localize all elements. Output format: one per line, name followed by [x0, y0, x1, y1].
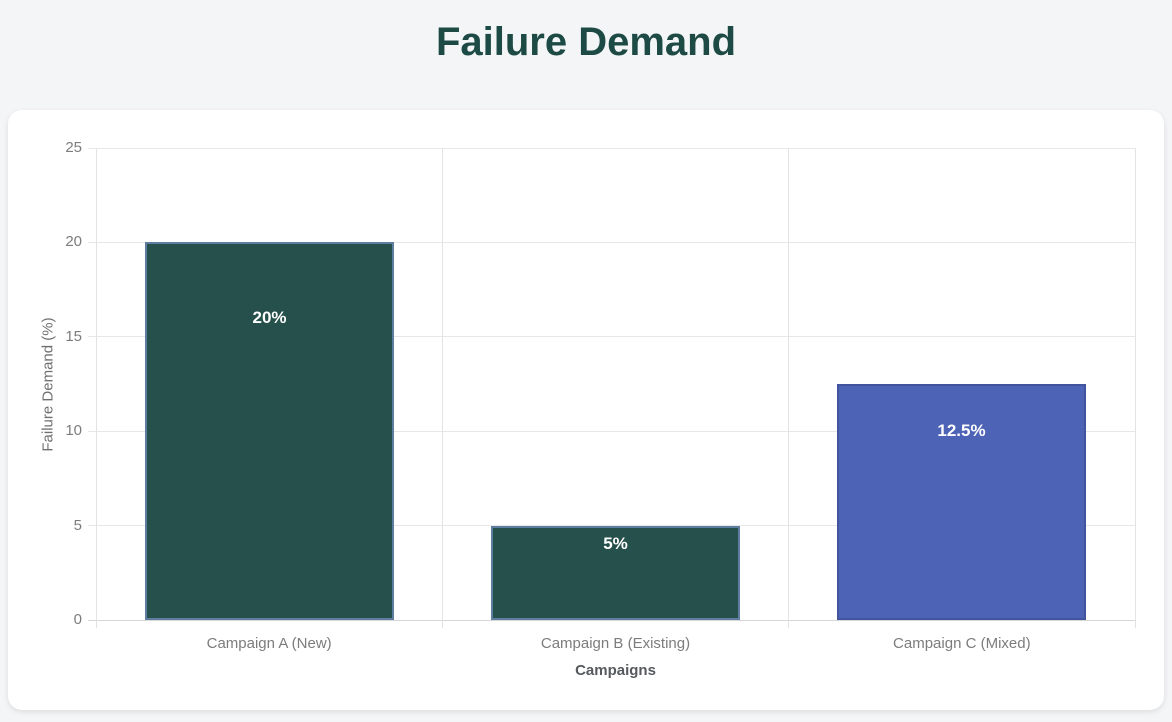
- bar-value-label: 5%: [603, 534, 628, 554]
- x-tick-label-3: Campaign C (Mixed): [893, 635, 1031, 652]
- x-axis-title: Campaigns: [575, 662, 656, 679]
- y-axis-title: Failure Demand (%): [39, 317, 57, 452]
- gridline-y-0: [88, 619, 1135, 621]
- gridline-y-20: [88, 241, 1135, 243]
- gridline-y-15: [88, 336, 1135, 338]
- y-axis-line: [95, 148, 97, 628]
- bar-2[interactable]: 5%: [491, 525, 740, 620]
- gridline-y-10: [88, 430, 1135, 432]
- x-tick-label-1: Campaign A (New): [206, 635, 332, 652]
- y-tick-label-20: 20: [65, 233, 82, 251]
- chart-card: Failure Demand (%) 20% 5% 12.5% Campaigns …: [8, 110, 1164, 710]
- y-tick-label-10: 10: [65, 422, 82, 440]
- gridline-y-25: [88, 147, 1135, 149]
- gridline-x-2: [788, 148, 790, 628]
- y-tick-label-0: 0: [73, 611, 82, 628]
- gridline-x-3: [1134, 148, 1136, 628]
- page-title: Failure Demand: [435, 20, 737, 64]
- y-tick-label-5: 5: [73, 516, 82, 534]
- bar-value-label: 12.5%: [937, 421, 986, 441]
- x-tick-label-2: Campaign B (Existing): [540, 635, 691, 652]
- bar-1[interactable]: 20%: [145, 242, 394, 620]
- bar-3[interactable]: 12.5%: [837, 384, 1086, 620]
- gridline-x-1: [441, 148, 443, 628]
- y-tick-label-15: 15: [65, 327, 82, 345]
- y-tick-label-25: 25: [65, 139, 82, 156]
- bar-value-label: 20%: [252, 307, 287, 327]
- plot-area: 20% 5% 12.5%: [88, 147, 1136, 628]
